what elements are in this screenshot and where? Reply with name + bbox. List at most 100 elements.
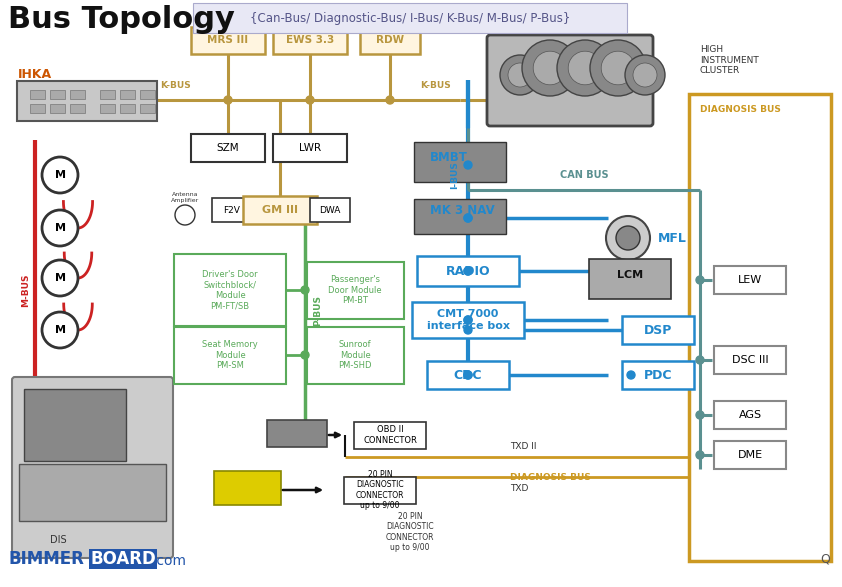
Circle shape bbox=[627, 371, 635, 379]
Circle shape bbox=[464, 267, 472, 275]
Circle shape bbox=[464, 316, 472, 324]
FancyBboxPatch shape bbox=[191, 26, 265, 53]
Text: IHKA: IHKA bbox=[18, 68, 52, 81]
FancyBboxPatch shape bbox=[174, 254, 286, 326]
Text: CAN BUS: CAN BUS bbox=[560, 170, 609, 180]
Circle shape bbox=[696, 451, 704, 459]
FancyBboxPatch shape bbox=[120, 103, 135, 113]
Circle shape bbox=[224, 96, 232, 104]
Circle shape bbox=[464, 214, 472, 222]
FancyBboxPatch shape bbox=[427, 361, 509, 389]
FancyBboxPatch shape bbox=[17, 81, 157, 121]
Text: F2V: F2V bbox=[224, 205, 241, 214]
FancyBboxPatch shape bbox=[417, 256, 519, 286]
Text: .com: .com bbox=[152, 554, 186, 568]
FancyBboxPatch shape bbox=[50, 103, 65, 113]
FancyBboxPatch shape bbox=[589, 259, 671, 299]
FancyBboxPatch shape bbox=[50, 89, 65, 99]
Text: DWA: DWA bbox=[319, 205, 341, 214]
Circle shape bbox=[533, 51, 567, 85]
Circle shape bbox=[464, 326, 472, 334]
FancyBboxPatch shape bbox=[306, 326, 403, 383]
Circle shape bbox=[42, 312, 78, 348]
Text: Bus Topology: Bus Topology bbox=[8, 5, 235, 34]
Circle shape bbox=[557, 40, 613, 96]
Circle shape bbox=[464, 161, 472, 169]
FancyBboxPatch shape bbox=[191, 134, 265, 162]
Circle shape bbox=[696, 356, 704, 364]
FancyBboxPatch shape bbox=[487, 35, 653, 126]
FancyBboxPatch shape bbox=[99, 89, 115, 99]
Text: I-BUS: I-BUS bbox=[450, 161, 459, 189]
Text: LWR: LWR bbox=[299, 143, 321, 153]
Circle shape bbox=[522, 40, 578, 96]
Circle shape bbox=[386, 96, 394, 104]
Text: LCM: LCM bbox=[617, 270, 643, 280]
FancyBboxPatch shape bbox=[70, 89, 84, 99]
Text: PDC: PDC bbox=[644, 369, 672, 382]
Circle shape bbox=[590, 40, 646, 96]
Text: {Can-Bus/ Diagnostic-Bus/ I-Bus/ K-Bus/ M-Bus/ P-Bus}: {Can-Bus/ Diagnostic-Bus/ I-Bus/ K-Bus/ … bbox=[250, 12, 570, 25]
FancyBboxPatch shape bbox=[193, 3, 627, 33]
Text: RDW: RDW bbox=[376, 35, 404, 45]
Text: DIAGNOSIS BUS: DIAGNOSIS BUS bbox=[700, 105, 781, 114]
FancyBboxPatch shape bbox=[414, 199, 506, 234]
Text: MFL: MFL bbox=[658, 231, 687, 245]
FancyBboxPatch shape bbox=[622, 361, 694, 389]
Text: RADIO: RADIO bbox=[445, 265, 490, 278]
FancyBboxPatch shape bbox=[120, 89, 135, 99]
Text: Q: Q bbox=[820, 552, 830, 565]
FancyBboxPatch shape bbox=[354, 421, 426, 448]
Text: LEW: LEW bbox=[738, 275, 762, 285]
Circle shape bbox=[301, 351, 309, 359]
Circle shape bbox=[625, 55, 665, 95]
Text: Passenger's
Door Module
PM-BT: Passenger's Door Module PM-BT bbox=[328, 275, 381, 305]
Text: GM III: GM III bbox=[262, 205, 298, 215]
FancyBboxPatch shape bbox=[414, 142, 506, 182]
Text: K-BUS: K-BUS bbox=[160, 81, 191, 90]
Circle shape bbox=[601, 51, 635, 85]
FancyBboxPatch shape bbox=[214, 471, 281, 505]
FancyBboxPatch shape bbox=[714, 441, 786, 469]
Text: Driver's Door
Switchblock/
Module
PM-FT/SB: Driver's Door Switchblock/ Module PM-FT/… bbox=[202, 270, 258, 310]
FancyBboxPatch shape bbox=[29, 103, 45, 113]
Text: DIAGNOSIS BUS: DIAGNOSIS BUS bbox=[510, 473, 591, 482]
FancyBboxPatch shape bbox=[174, 326, 286, 383]
Text: Sunroof
Module
PM-SHD: Sunroof Module PM-SHD bbox=[338, 340, 372, 370]
Circle shape bbox=[306, 96, 314, 104]
FancyBboxPatch shape bbox=[70, 103, 84, 113]
FancyBboxPatch shape bbox=[140, 89, 154, 99]
Text: OBD II
CONNECTOR: OBD II CONNECTOR bbox=[363, 426, 417, 445]
Text: HIGH
INSTRUMENT
CLUSTER: HIGH INSTRUMENT CLUSTER bbox=[700, 45, 759, 75]
Circle shape bbox=[301, 286, 309, 294]
FancyBboxPatch shape bbox=[243, 196, 317, 224]
Text: M: M bbox=[55, 325, 66, 335]
FancyBboxPatch shape bbox=[19, 464, 166, 521]
Text: M: M bbox=[55, 170, 66, 180]
FancyBboxPatch shape bbox=[360, 26, 420, 53]
Circle shape bbox=[616, 226, 640, 250]
FancyBboxPatch shape bbox=[12, 377, 173, 558]
Text: SZM: SZM bbox=[216, 143, 239, 153]
FancyBboxPatch shape bbox=[344, 477, 416, 504]
Text: TXD II: TXD II bbox=[510, 442, 536, 451]
FancyBboxPatch shape bbox=[273, 26, 347, 53]
Circle shape bbox=[175, 205, 195, 225]
FancyBboxPatch shape bbox=[622, 316, 694, 344]
Text: DME: DME bbox=[738, 450, 763, 460]
FancyBboxPatch shape bbox=[99, 103, 115, 113]
Circle shape bbox=[500, 55, 540, 95]
FancyBboxPatch shape bbox=[714, 401, 786, 429]
Circle shape bbox=[42, 157, 78, 193]
Text: P-BUS: P-BUS bbox=[313, 295, 322, 326]
Text: M: M bbox=[55, 223, 66, 233]
Circle shape bbox=[464, 316, 472, 324]
Text: TXD: TXD bbox=[510, 484, 529, 493]
Circle shape bbox=[464, 371, 472, 379]
Text: MRS III: MRS III bbox=[207, 35, 248, 45]
FancyBboxPatch shape bbox=[267, 420, 327, 447]
Text: EWS 3.3: EWS 3.3 bbox=[286, 35, 334, 45]
Text: 20 PIN
DIAGNOSTIC
CONNECTOR
up to 9/00: 20 PIN DIAGNOSTIC CONNECTOR up to 9/00 bbox=[356, 470, 404, 510]
FancyBboxPatch shape bbox=[310, 198, 350, 222]
Circle shape bbox=[633, 63, 657, 87]
